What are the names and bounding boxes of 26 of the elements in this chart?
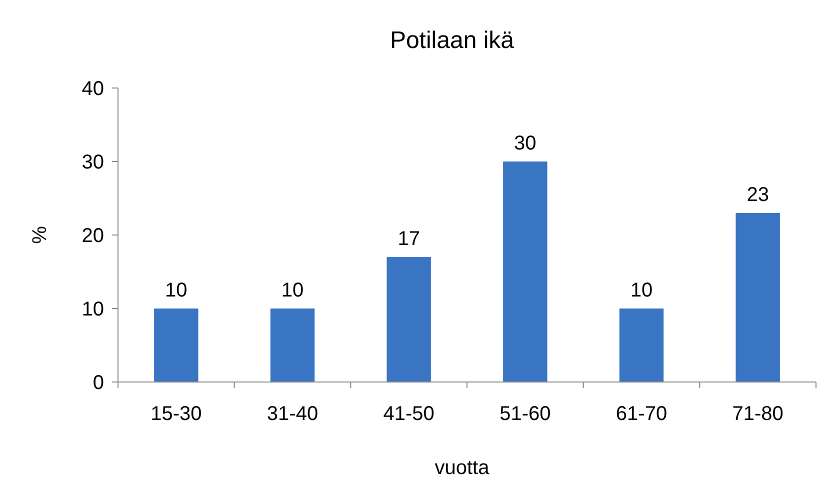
y-axis-title: %: [29, 226, 51, 244]
x-tick-label: 41-50: [383, 403, 434, 425]
y-tick-label: 30: [82, 152, 104, 174]
bar: [270, 308, 315, 382]
x-axis-title: vuotta: [434, 457, 490, 479]
x-tick-label: 71-80: [732, 403, 784, 425]
x-tick-label: 51-60: [500, 403, 551, 425]
bar: [619, 308, 664, 382]
data-label: 23: [746, 184, 769, 206]
data-label: 10: [165, 280, 188, 302]
data-label: 30: [514, 132, 536, 154]
y-tick-label: 10: [82, 298, 104, 320]
x-tick-label: 61-70: [616, 403, 668, 425]
bar: [736, 212, 780, 382]
bar: [386, 257, 431, 382]
chart-title: Potilaan ikä: [390, 27, 515, 54]
data-label: 10: [630, 280, 653, 302]
y-tick-label: 0: [92, 372, 104, 394]
data-label: 17: [398, 228, 420, 250]
y-tick-label: 40: [82, 78, 104, 100]
data-label: 10: [281, 280, 304, 302]
bar: [154, 308, 198, 382]
y-tick-label: 20: [82, 225, 104, 247]
x-tick-label: 15-30: [150, 403, 202, 425]
x-tick-label: 31-40: [266, 403, 318, 425]
bar: [503, 162, 548, 382]
